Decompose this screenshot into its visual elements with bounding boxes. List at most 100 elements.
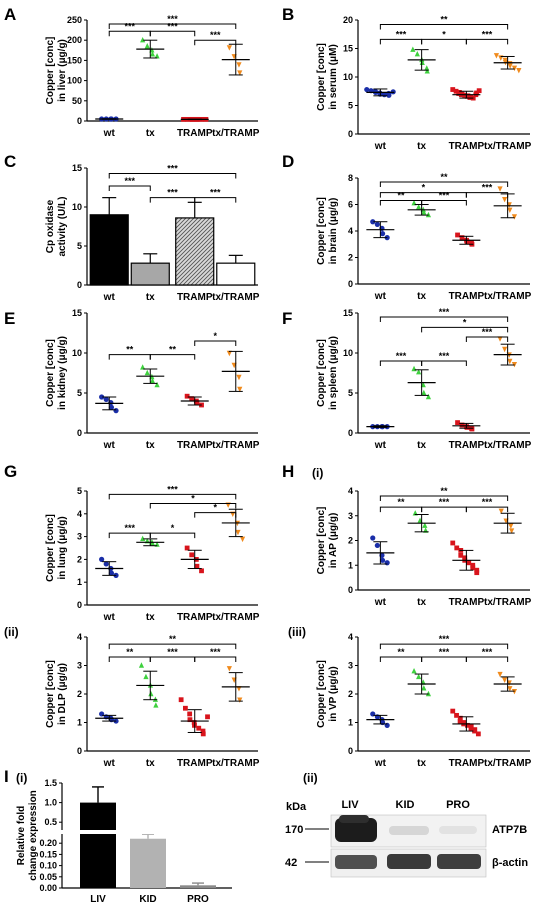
data-point: [379, 557, 386, 563]
significance-label: **: [169, 634, 177, 644]
data-point: [154, 53, 160, 59]
panel-label: A: [4, 5, 16, 24]
significance-bracket: [421, 506, 467, 513]
significance-label: **: [397, 647, 405, 657]
data-point: [237, 70, 243, 76]
data-point: [149, 377, 156, 384]
data-point: [187, 717, 193, 723]
y-tick-label: 0.20: [39, 838, 57, 848]
y-axis-label: in spleen (μg/g): [328, 336, 339, 410]
y-tick-label: 2: [348, 536, 353, 546]
data-point: [235, 529, 241, 536]
panel-label: F: [282, 309, 292, 328]
data-point: [454, 712, 459, 718]
bar: [180, 885, 216, 888]
significance-label: ***: [439, 191, 450, 201]
y-tick-label: 3: [77, 661, 82, 671]
data-point: [416, 673, 422, 680]
bar: [175, 217, 215, 286]
significance-bracket: [108, 643, 237, 650]
y-tick-label: 2: [348, 689, 353, 699]
lane-label: PRO: [446, 799, 470, 811]
significance-label: ***: [439, 647, 450, 657]
data-point: [149, 540, 156, 546]
significance-bracket: [421, 38, 467, 45]
y-tick-label: 0: [77, 116, 82, 126]
significance-bracket: [108, 493, 237, 500]
bar: [216, 262, 256, 286]
data-point: [411, 668, 417, 674]
significance-bracket: [421, 326, 509, 333]
group-wt: [95, 556, 124, 578]
significance-label: ***: [124, 21, 135, 31]
y-tick-label: 20: [343, 15, 353, 25]
band-pro: [437, 854, 481, 869]
y-tick-label: 0: [77, 600, 82, 610]
data-point: [502, 677, 508, 683]
data-point: [454, 545, 460, 551]
x-tick-label: wt: [374, 291, 387, 302]
y-tick-label: 5: [348, 101, 353, 111]
y-tick-label: 10: [72, 202, 82, 212]
significance-bracket: [379, 643, 509, 650]
y-axis-label: in VP (μg/g): [328, 666, 339, 721]
data-point: [464, 239, 470, 244]
x-tick-label: tx/TRAMP: [484, 597, 532, 608]
significance-bracket: [421, 656, 467, 662]
panel-sublabel: (i): [16, 771, 27, 785]
significance-bracket: [379, 656, 423, 662]
significance-label: **: [169, 345, 177, 355]
blot-actin: [330, 848, 487, 878]
data-point: [511, 214, 518, 220]
data-point: [459, 235, 465, 241]
y-axis-label: in lung (μg/g): [57, 516, 68, 579]
panel-C: C 0 5 10 15 Cp oxidase activity (U/L) wt tx TRAMP…: [4, 152, 260, 303]
data-point: [450, 708, 456, 714]
bar: [130, 262, 170, 286]
x-tick-label: wt: [103, 758, 116, 769]
data-point: [199, 568, 204, 574]
data-point: [450, 87, 456, 92]
data-point: [200, 731, 206, 737]
y-axis-label: Relative fold: [16, 806, 27, 865]
data-point: [507, 207, 513, 213]
significance-bracket: [421, 360, 467, 366]
data-point: [108, 570, 115, 576]
group-wt: [95, 394, 124, 414]
significance-label: ***: [167, 163, 178, 173]
data-point: [236, 374, 242, 381]
data-point: [472, 728, 477, 734]
data-point: [153, 702, 159, 708]
panel-I: I (i) 0.000.050.10 0.150.20 0.5 1.0 1.5 Relativ…: [4, 767, 232, 905]
y-tick-label: 0: [348, 585, 353, 595]
data-point: [453, 88, 459, 94]
group-TRAMP: [452, 232, 481, 247]
data-point: [410, 46, 416, 52]
data-point: [138, 662, 145, 668]
significance-bracket: [108, 656, 151, 662]
y-axis-label: in AP (μg/g): [328, 513, 339, 569]
y-tick-label: 15: [72, 308, 82, 318]
data-point: [458, 552, 464, 558]
y-axis-label: in DLP (μg/g): [57, 663, 68, 725]
significance-label: *: [191, 494, 195, 504]
western-blot: (ii) kDa LIV KID PRO 170 ATP7B 42 β-actin: [285, 771, 528, 878]
y-axis-label: Copper [conc]: [45, 339, 56, 407]
data-point: [416, 369, 422, 375]
blot-atp7b: [330, 814, 487, 848]
data-point: [144, 43, 150, 49]
significance-bracket: [465, 336, 509, 342]
x-tick-label: tx: [146, 440, 155, 451]
significance-bracket: [108, 532, 151, 539]
x-tick-label: TRAMP: [449, 440, 485, 451]
data-point: [103, 396, 109, 402]
group-tx/TRAMP: [493, 671, 522, 695]
data-point: [474, 570, 480, 576]
panel-label: C: [4, 152, 16, 171]
significance-label: **: [126, 345, 134, 355]
y-tick-label: 200: [67, 35, 82, 45]
lane-label: LIV: [341, 799, 359, 811]
y-axis-label: Copper [conc]: [316, 660, 327, 728]
y-axis-label: in brain (μg/g): [328, 198, 339, 265]
